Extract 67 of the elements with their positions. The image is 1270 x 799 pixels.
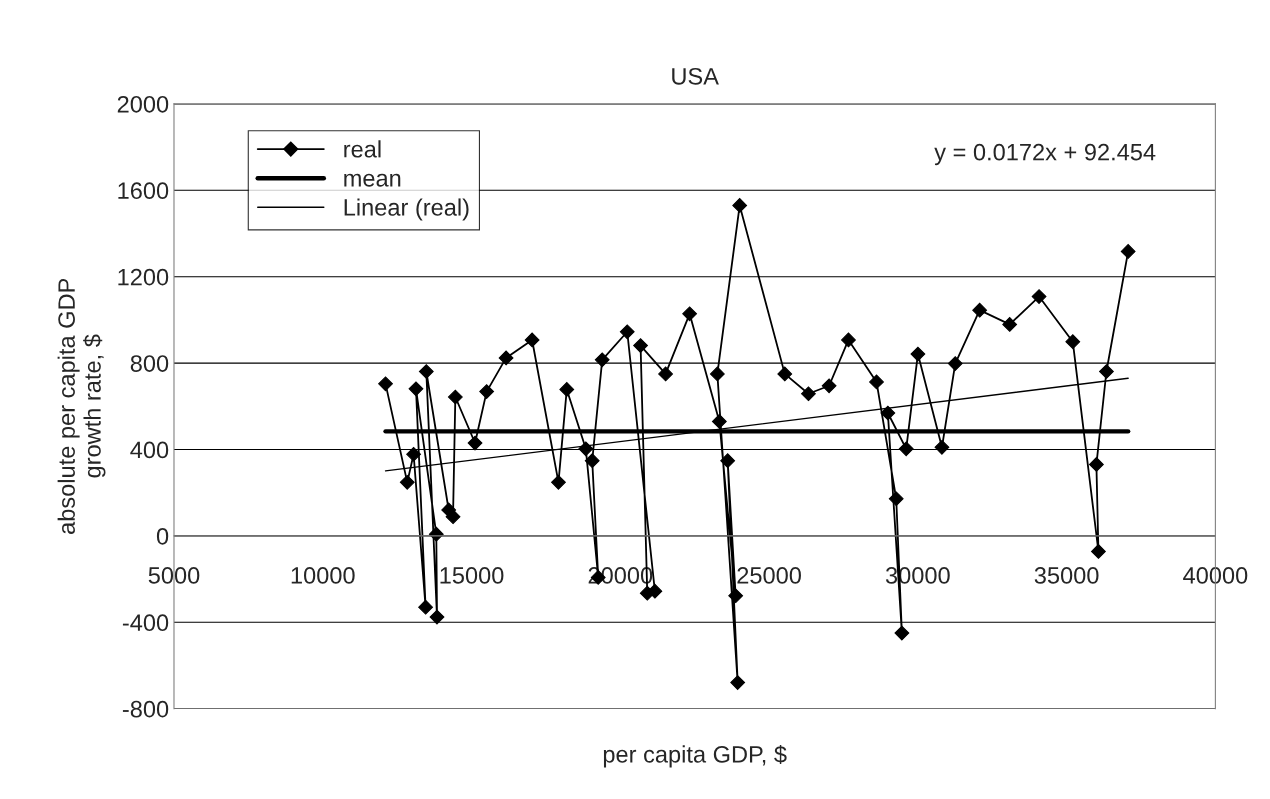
point <box>1065 334 1081 350</box>
point <box>1002 317 1018 332</box>
x-tick-label: 5000 <box>148 567 200 584</box>
point <box>467 435 483 451</box>
point <box>399 474 415 490</box>
point <box>821 378 837 394</box>
point <box>1031 289 1047 304</box>
point <box>479 384 495 399</box>
y-tick-label: -400 <box>122 614 169 632</box>
x-tick-label: 10000 <box>291 567 355 584</box>
point <box>869 374 884 390</box>
point <box>732 198 748 213</box>
legend-label: mean <box>344 173 401 187</box>
x-tick-label: 35000 <box>1034 567 1099 584</box>
y-tick-label: 2000 <box>117 95 169 113</box>
point <box>633 338 648 353</box>
point <box>594 352 610 368</box>
point <box>418 364 434 379</box>
point <box>619 324 635 340</box>
point <box>894 625 910 641</box>
point <box>801 386 816 402</box>
point <box>898 441 914 457</box>
point <box>1089 457 1104 472</box>
point <box>947 356 963 371</box>
point <box>498 350 514 366</box>
point <box>888 491 904 507</box>
point <box>910 346 926 362</box>
point <box>1099 364 1114 379</box>
point <box>972 302 988 318</box>
annotation: y = 0.0172x + 92.454 <box>934 143 1156 166</box>
point <box>728 588 744 604</box>
point <box>730 675 746 690</box>
point <box>709 366 725 382</box>
point <box>378 376 393 392</box>
x-tick-label: 25000 <box>737 567 801 584</box>
y-axis-title: absolute per capita GDP growth rate, $ <box>57 278 106 534</box>
point <box>934 439 950 455</box>
point <box>1091 544 1106 559</box>
point <box>559 382 575 397</box>
point <box>1120 244 1136 259</box>
chart-title: USA <box>672 67 719 85</box>
point <box>551 474 566 490</box>
point <box>408 381 424 397</box>
point <box>418 599 433 615</box>
point <box>584 453 600 469</box>
point <box>777 366 793 382</box>
point <box>682 306 698 322</box>
y-tick-label: 800 <box>130 355 169 372</box>
point <box>429 609 445 625</box>
y-tick-label: -800 <box>122 700 169 718</box>
point <box>841 332 856 348</box>
x-axis-title: per capita GDP, $ <box>603 745 787 768</box>
point <box>406 446 421 462</box>
x-tick-label: 15000 <box>440 567 504 584</box>
point <box>524 332 540 348</box>
point <box>720 453 736 469</box>
point <box>445 509 461 525</box>
point <box>880 405 896 421</box>
legend-label: real <box>344 140 381 158</box>
point <box>447 389 463 405</box>
y-tick-label: 0 <box>156 527 169 545</box>
point <box>658 366 673 382</box>
point <box>711 414 727 429</box>
legend-label: Linear (real) <box>344 198 469 221</box>
y-tick-label: 1200 <box>118 268 169 286</box>
y-tick-label: 400 <box>130 441 169 459</box>
y-tick-label: 1600 <box>118 182 169 200</box>
